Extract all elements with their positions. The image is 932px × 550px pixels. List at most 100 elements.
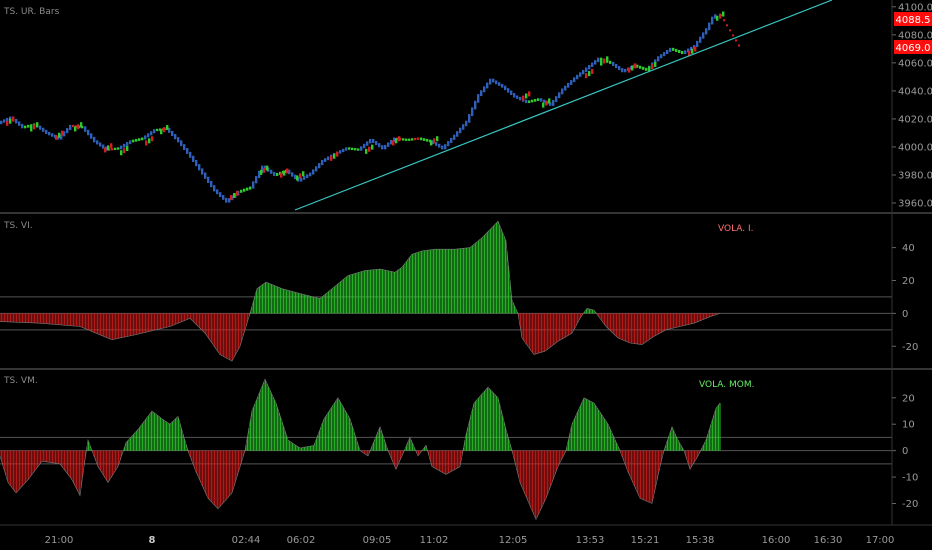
price-candle <box>716 15 719 21</box>
price-bar <box>516 95 519 99</box>
price-bar <box>657 56 660 62</box>
price-bar <box>468 114 471 123</box>
price-bar <box>597 57 600 63</box>
price-candle <box>392 140 395 146</box>
price-bar <box>507 88 510 93</box>
price-bar <box>360 146 363 151</box>
price-bar <box>366 141 369 146</box>
y-tick-label: 4060.0 <box>898 58 932 69</box>
price-bar <box>612 61 615 66</box>
price-bar <box>63 131 66 137</box>
price-bar <box>663 52 666 57</box>
price-bar <box>681 50 684 55</box>
price-bar <box>543 99 546 104</box>
price-tag-target-label: 4069.0 <box>896 43 931 54</box>
x-tick-label: 09:05 <box>363 535 392 546</box>
vola-i-panel-title: TS. VI. <box>3 221 33 231</box>
price-bar <box>480 90 483 97</box>
x-tick-label: 16:30 <box>814 535 843 546</box>
price-bar <box>117 147 120 150</box>
price-bar <box>219 192 222 197</box>
series-outline <box>0 220 721 362</box>
price-bar <box>435 142 438 146</box>
price-bar <box>555 96 558 103</box>
price-candle <box>365 148 368 154</box>
price-bar <box>567 82 570 88</box>
x-tick-label: 17:00 <box>866 535 895 546</box>
price-bar <box>177 137 180 143</box>
vola-mom-panel[interactable] <box>0 378 892 521</box>
price-bar <box>405 138 408 141</box>
price-bar <box>588 65 591 70</box>
price-projection <box>738 44 740 47</box>
y-tick-label: 20 <box>902 276 915 287</box>
price-bar <box>156 128 159 132</box>
vola-mom-panel-title: TS. VM. <box>3 376 38 386</box>
price-bar <box>705 28 708 35</box>
price-bar <box>324 158 327 162</box>
price-bar <box>387 142 390 147</box>
price-candle <box>280 172 283 178</box>
price-candle <box>163 127 166 133</box>
price-bar <box>87 129 90 136</box>
price-bar <box>540 98 543 102</box>
price-candle <box>628 67 631 73</box>
price-bar <box>57 136 60 140</box>
price-bar <box>6 117 9 122</box>
price-candle <box>80 122 83 128</box>
price-bar <box>273 171 276 176</box>
price-bar <box>699 36 702 43</box>
price-bar <box>60 134 63 140</box>
price-bar <box>150 131 153 136</box>
price-bar <box>375 141 378 146</box>
price-bar <box>213 185 216 192</box>
price-candle <box>528 91 531 97</box>
price-candle <box>296 175 299 181</box>
x-tick-label: 8 <box>149 535 156 546</box>
vola-mom-y-axis[interactable]: 20 10 0 -10 -20 <box>892 393 918 510</box>
price-candle <box>588 71 591 77</box>
price-candle <box>603 58 606 64</box>
price-candle <box>9 118 12 124</box>
price-bar <box>600 57 603 61</box>
price-candle <box>591 68 594 74</box>
x-tick-label: 21:00 <box>45 535 74 546</box>
price-bar <box>309 172 312 177</box>
price-bar <box>201 168 204 175</box>
price-bar <box>168 127 171 133</box>
vola-i-panel[interactable] <box>0 220 892 362</box>
price-bar <box>123 143 126 148</box>
price-panel[interactable] <box>0 0 833 211</box>
price-bar <box>291 172 294 177</box>
price-candle <box>585 73 588 79</box>
time-axis[interactable]: 21:00 8 02:44 06:02 09:05 11:02 12:05 13… <box>45 535 895 546</box>
price-projection <box>723 19 725 22</box>
price-projection <box>732 34 734 37</box>
x-tick-label: 15:38 <box>686 535 715 546</box>
series-outline <box>0 378 721 521</box>
price-bar <box>618 66 621 71</box>
price-bar <box>129 140 132 145</box>
price-candle <box>336 151 339 157</box>
price-bar <box>21 123 24 129</box>
x-tick-label: 13:53 <box>576 535 605 546</box>
price-candle <box>395 138 398 144</box>
price-candle <box>286 168 289 174</box>
price-bar <box>447 141 450 147</box>
price-candle <box>58 132 61 138</box>
price-bar <box>114 147 117 151</box>
price-bar <box>144 135 147 140</box>
price-bar <box>189 151 192 158</box>
price-bar <box>249 186 252 190</box>
price-y-axis[interactable]: 3960.0 3980.0 4000.0 4020.0 4040.0 4060.0 4080… <box>892 2 932 209</box>
vola-i-y-axis[interactable]: 40 20 0 -20 <box>892 243 918 353</box>
price-candle <box>545 100 548 106</box>
price-bar <box>579 72 582 77</box>
y-tick-label: 3980.0 <box>898 170 932 181</box>
price-bar <box>216 189 219 195</box>
price-candle <box>330 155 333 161</box>
price-tag-target: 4069.0 <box>894 40 932 54</box>
price-bar <box>711 16 714 25</box>
x-tick-label: 15:21 <box>631 535 660 546</box>
